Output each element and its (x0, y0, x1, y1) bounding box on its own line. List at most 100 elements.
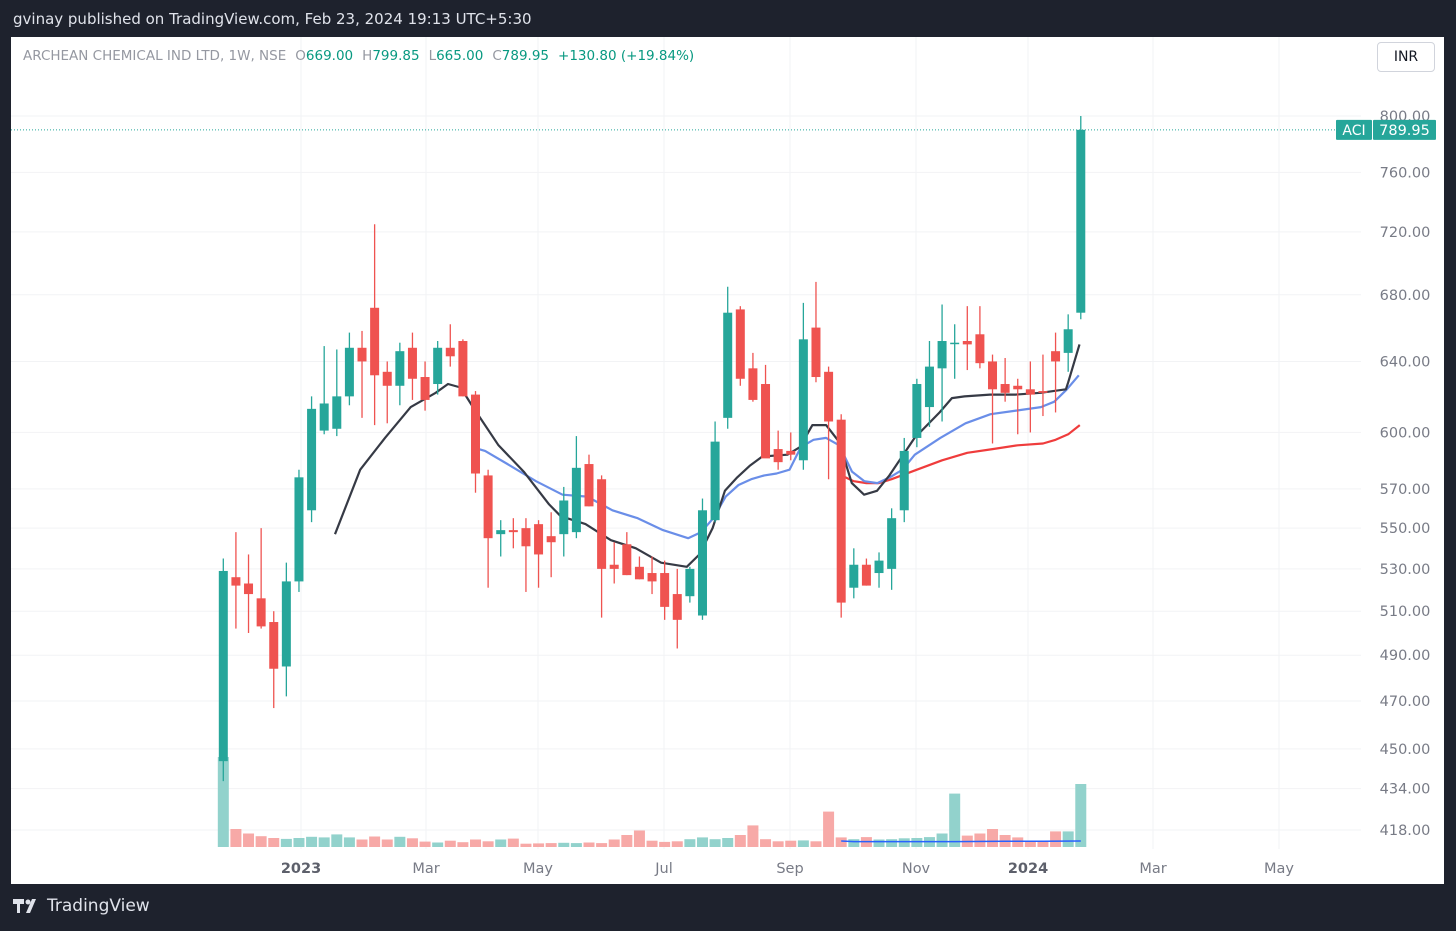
volume-bar (293, 838, 305, 847)
candle-body (256, 598, 266, 627)
volume-bar (444, 840, 456, 847)
volume-bar (268, 838, 280, 847)
time-tick-label: Jul (654, 861, 673, 877)
time-tick-label: 2023 (281, 861, 321, 877)
volume-bar (406, 838, 418, 847)
volume-bar (356, 839, 368, 847)
volume-bar (633, 830, 645, 847)
chart-panel[interactable]: 800.00 760.00 720.00 680.00 640.00 600.00 570.… (11, 37, 1444, 884)
volume-bar (230, 829, 242, 847)
price-tick-label: 720.00 (1380, 225, 1431, 241)
tradingview-logo-icon (13, 899, 36, 913)
volume-bar (747, 825, 759, 847)
candle-body (824, 371, 834, 422)
volume-bar (482, 841, 494, 847)
price-tick-label: 490.00 (1380, 648, 1431, 664)
candle-body (1051, 351, 1061, 362)
candle-body (407, 347, 417, 379)
high-value: 799.85 (372, 48, 420, 64)
volume-bar (331, 834, 343, 847)
candle-body (534, 524, 544, 555)
candle-body (269, 622, 279, 669)
volume-bar (936, 833, 948, 847)
volume-bar (432, 842, 444, 847)
candle-body (748, 368, 758, 400)
candle-body (950, 342, 960, 345)
candle-body (281, 581, 291, 667)
low-value: 665.00 (436, 48, 484, 64)
symbol-label: ARCHEAN CHEMICAL IND LTD, 1W, NSE (23, 48, 287, 64)
time-tick-label: May (523, 861, 553, 877)
price-tick-label: 418.00 (1380, 823, 1431, 839)
volume-bar (1075, 784, 1087, 847)
candle-body (357, 347, 367, 362)
candle-body (546, 536, 556, 543)
candle-body (609, 564, 619, 569)
close-label: C (492, 48, 502, 64)
candle-body (962, 341, 972, 345)
candle-body (571, 467, 581, 533)
candle-body (697, 510, 707, 616)
volume-bar (533, 843, 545, 847)
candle-body (761, 384, 771, 459)
candle-body (294, 477, 304, 582)
time-axis: 2023 Mar May Jul Sep Nov 2024 Mar May (281, 861, 1295, 877)
price-axis: 800.00760.00720.00680.00640.00600.00570.… (1380, 109, 1431, 839)
candle-body (244, 583, 254, 595)
volume-bar (495, 839, 507, 847)
candle-body (672, 594, 682, 620)
volume-bar (306, 836, 318, 847)
currency-button[interactable]: INR (1377, 42, 1435, 72)
volume-bar (394, 836, 406, 847)
price-tick-label: 600.00 (1380, 425, 1431, 441)
last-price-tag (1373, 119, 1436, 140)
candle-body (811, 327, 821, 378)
candle-body (685, 568, 695, 597)
volume-ma-line (841, 840, 1081, 843)
candle-body (1063, 329, 1073, 353)
price-tick-label: 434.00 (1380, 782, 1431, 798)
price-chart[interactable]: 800.00760.00720.00680.00640.00600.00570.… (11, 37, 1444, 884)
candle-body (849, 564, 859, 588)
candle-body (319, 403, 329, 431)
candle-body (899, 450, 909, 511)
volume-bar (823, 811, 835, 847)
close-value: 789.95 (501, 48, 550, 64)
volume-bar (217, 757, 229, 847)
candle-body (1025, 389, 1035, 395)
volume-bar (583, 842, 595, 847)
candle-body (798, 339, 808, 461)
symbol-tag-label: ACI (1342, 123, 1365, 139)
time-tick-label: Mar (1139, 861, 1166, 877)
candle-body (458, 341, 468, 397)
volume-bar (243, 833, 255, 847)
candle-body (912, 384, 922, 438)
volume-bar (1012, 837, 1024, 847)
publish-line: gvinay published on TradingView.com, Feb… (13, 10, 532, 28)
volume-bar (911, 838, 923, 847)
ma-blue-line (471, 374, 1080, 540)
candle-body (874, 560, 884, 574)
volume-bar (558, 842, 570, 847)
volume-bar (1024, 840, 1036, 847)
volume-bar (886, 839, 898, 847)
candle-body (597, 479, 607, 569)
volume-bar (772, 841, 784, 847)
candle-body (723, 312, 733, 418)
candle-body (559, 500, 569, 535)
volume-bar (570, 843, 582, 847)
candle-body (508, 530, 518, 533)
time-tick-label: 2024 (1008, 861, 1048, 877)
volume-bar (785, 840, 797, 847)
volume-bar (760, 839, 772, 847)
volume-bar (974, 833, 986, 847)
candle-body (1076, 129, 1086, 313)
candle-body (483, 475, 493, 539)
high-label: H (362, 48, 373, 64)
candle-body (988, 361, 998, 390)
volume-bar (734, 835, 746, 847)
price-tick-label: 510.00 (1380, 604, 1431, 620)
footer-brand: TradingView (47, 896, 150, 916)
candle-body (924, 366, 934, 408)
candle-body (836, 419, 846, 603)
